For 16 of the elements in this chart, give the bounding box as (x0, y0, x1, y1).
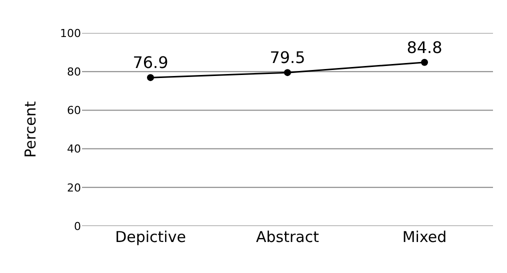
y-tick-label: 60 (67, 104, 81, 118)
point (284, 69, 291, 76)
x-tick-label: Depictive (115, 228, 186, 246)
point (421, 58, 428, 66)
point (147, 74, 154, 82)
data-label: 76.9 (132, 53, 168, 72)
y-tick-label: 20 (67, 181, 81, 194)
y-tick-label: 80 (67, 65, 81, 78)
x-tick-label: Abstract (256, 228, 320, 246)
x-tick-label: Mixed (402, 228, 447, 246)
data-label: 84.8 (406, 38, 442, 57)
y-tick-label: 40 (67, 142, 81, 156)
y-axis-title: Percent (21, 101, 40, 158)
y-tick-label: 0 (74, 220, 81, 233)
data-label: 79.5 (270, 48, 306, 68)
y-tick-label: 100 (60, 26, 81, 40)
